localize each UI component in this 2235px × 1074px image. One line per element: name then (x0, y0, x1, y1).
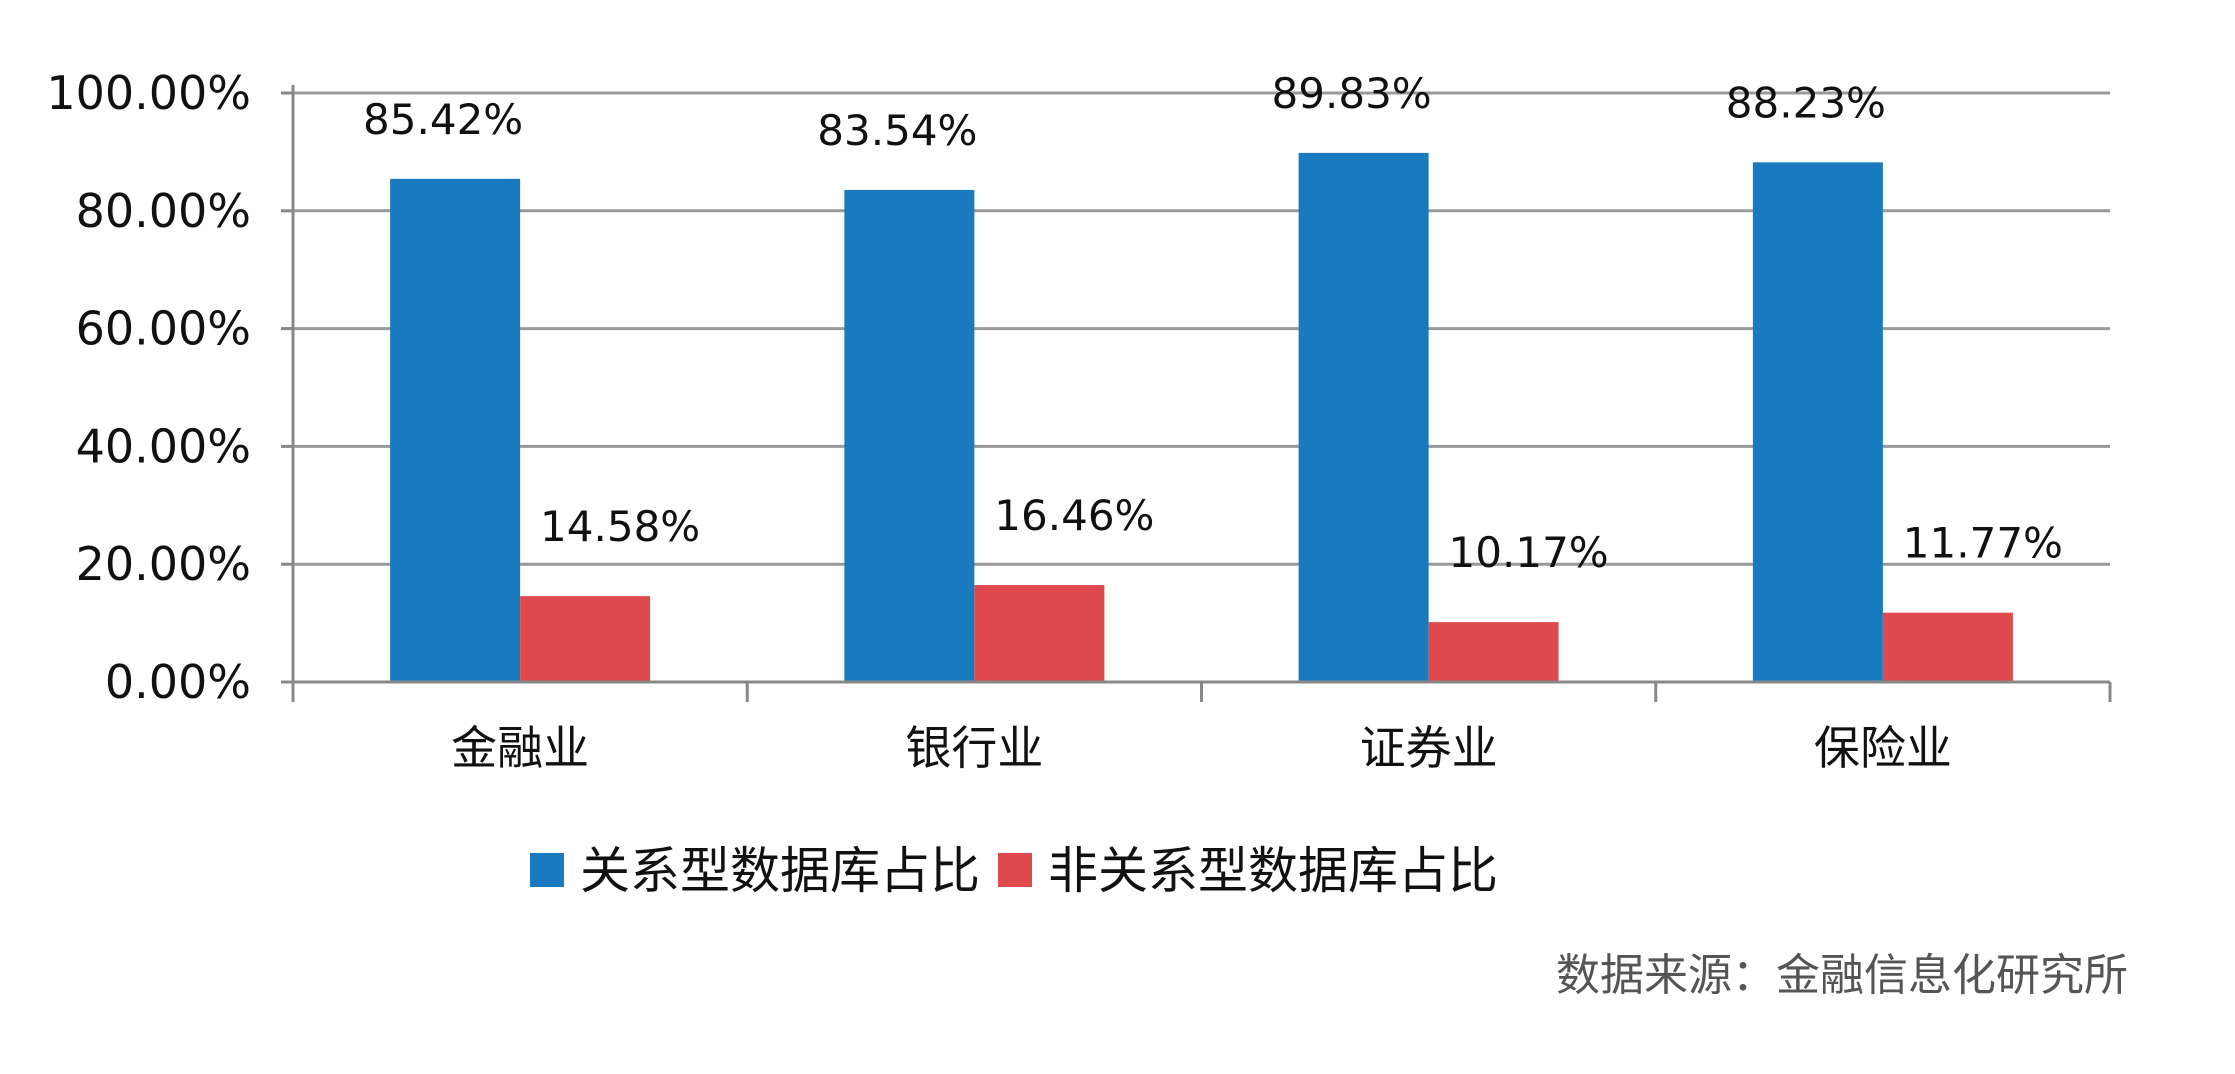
bar-nonrelational (1428, 622, 1559, 682)
legend-swatch-relational (530, 853, 564, 887)
data-label: 88.23% (1726, 78, 1886, 127)
data-label: 16.46% (994, 491, 1154, 540)
data-label: 11.77% (1903, 519, 2063, 568)
bar-nonrelational (1882, 612, 2013, 682)
y-tick-label: 40.00% (76, 419, 251, 473)
bar-nonrelational (974, 585, 1105, 682)
y-tick-label: 80.00% (76, 184, 251, 238)
x-category-label: 金融业 (451, 721, 589, 775)
data-label: 89.83% (1272, 69, 1432, 118)
data-label: 83.54% (817, 106, 977, 155)
x-axis (291, 85, 2112, 702)
x-category-label: 银行业 (905, 721, 1043, 775)
y-tick-label: 20.00% (76, 537, 251, 591)
y-tick-label: 60.00% (76, 302, 251, 356)
y-tick-label: 0.00% (105, 655, 251, 709)
x-category-label: 证券业 (1360, 721, 1498, 775)
legend-swatch-nonrelational (998, 853, 1032, 887)
data-label: 10.17% (1449, 528, 1609, 577)
data-labels: 85.42% 14.58% 83.54% 16.46% 89.83% 10.17% 88.2… (363, 69, 2063, 577)
bars (390, 152, 2013, 682)
bar-nonrelational (520, 596, 651, 682)
bar-relational (390, 178, 521, 682)
x-axis-category-labels: 金融业 银行业 证券业 保险业 (451, 721, 1952, 775)
y-axis-tick-labels: 0.00% 20.00% 40.00% 60.00% 80.00% 100.00% (46, 66, 251, 709)
bar-relational (844, 189, 975, 682)
bar-relational (1752, 162, 1883, 682)
bar-relational (1298, 152, 1429, 682)
source-note: 数据来源：金融信息化研究所 (1556, 950, 2128, 1001)
legend-label-nonrelational: 非关系型数据库占比 (1048, 842, 1498, 900)
data-label: 14.58% (540, 502, 700, 551)
data-label: 85.42% (363, 95, 523, 144)
legend: 关系型数据库占比 非关系型数据库占比 (530, 842, 1498, 900)
legend-label-relational: 关系型数据库占比 (580, 842, 980, 900)
x-category-label: 保险业 (1814, 721, 1952, 775)
y-tick-label: 100.00% (46, 66, 251, 120)
